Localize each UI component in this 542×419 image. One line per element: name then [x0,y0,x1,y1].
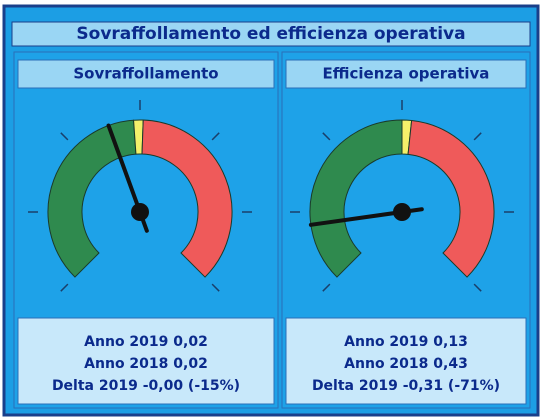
panel-header [17,59,275,89]
gauge-tick [322,132,331,141]
panel-footer [17,317,275,405]
gauge-tick [211,132,220,141]
title: Sovraffollamento ed efficienza operativa [76,24,465,44]
panel-footer [285,317,527,405]
gauge-green [47,119,137,278]
gauge-red [141,119,233,278]
needle-hub [131,203,149,221]
gauge-tick [322,283,331,292]
line: Delta 2019 -0,31 (-71%) [312,378,500,394]
gauge-tick [473,283,482,292]
gauge-red [407,119,495,278]
gauges [28,100,514,292]
panel-title: Sovraffollamento [73,65,218,83]
needle-hub [393,203,411,221]
line: Anno 2018 0,02 [84,356,208,372]
gauge-tick [473,132,482,141]
title-bar [11,21,531,47]
line: Anno 2019 0,02 [84,334,208,350]
gauge-tick [60,283,69,292]
line: Anno 2019 0,13 [344,334,468,350]
panel-header [285,59,527,89]
line: Delta 2019 -0,00 (-15%) [52,378,240,394]
panel-title: Efficienza operativa [323,65,490,83]
gauge-tick [60,132,69,141]
gauge-tick [211,283,220,292]
gauge-green [309,119,403,278]
line: Anno 2018 0,43 [344,356,468,372]
